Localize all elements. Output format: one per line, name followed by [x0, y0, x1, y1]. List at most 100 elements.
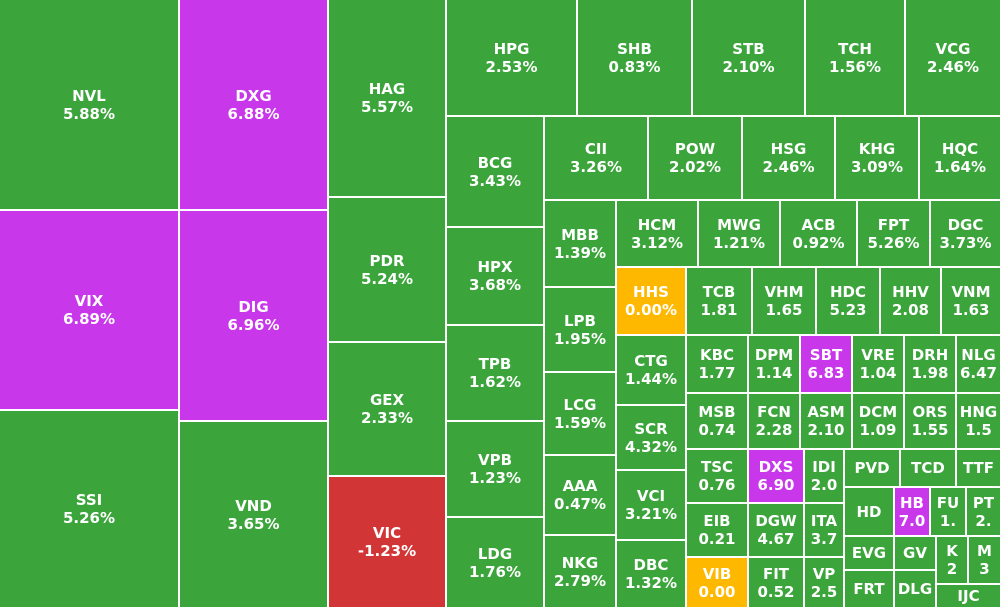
ticker: IDI — [812, 458, 836, 476]
change: 2.10 — [807, 421, 845, 439]
ticker: VIX — [74, 292, 104, 310]
change: 1.63 — [952, 301, 990, 319]
stock-cell: SSI 5.26% — [0, 411, 178, 607]
stock-cell: ASM 2.10 — [801, 394, 851, 448]
change: 6.90 — [757, 476, 795, 494]
stock-cell: DRH 1.98 — [905, 336, 955, 392]
ticker: ITA — [810, 512, 838, 530]
change: 6.89% — [62, 310, 116, 328]
stock-cell: HCM 3.12% — [617, 201, 697, 266]
ticker: BCG — [477, 153, 513, 172]
change: 1.64% — [933, 158, 987, 176]
ticker: PT — [972, 493, 995, 512]
ticker: K — [946, 542, 958, 560]
ticker: VNM — [951, 283, 991, 301]
ticker: SHB — [617, 39, 652, 58]
change: 1.95% — [553, 329, 607, 348]
change: 3 — [979, 560, 990, 578]
stock-cell: TCB 1.81 — [687, 268, 751, 334]
stock-cell: VND 3.65% — [180, 422, 327, 607]
stock-cell: IJC — [937, 585, 1000, 607]
change: 2.0 — [810, 476, 838, 494]
ticker: NVL — [72, 86, 106, 105]
ticker: TSC — [700, 458, 734, 476]
stock-cell: VCG 2.46% — [906, 0, 1000, 115]
change: 3.21% — [624, 505, 678, 523]
change: 1.09 — [859, 421, 897, 439]
stock-cell: VRE 1.04 — [853, 336, 903, 392]
change: 0.47% — [553, 495, 607, 513]
stock-cell: ITA 3.7 — [805, 504, 843, 556]
stock-cell: TPB 1.62% — [447, 326, 543, 420]
ticker: FPT — [877, 215, 910, 234]
ticker: ACB — [801, 215, 836, 234]
stock-cell: HDC 5.23 — [817, 268, 879, 334]
ticker: DLG — [897, 580, 933, 598]
stock-cell: TSC 0.76 — [687, 450, 747, 502]
stock-cell: HPX 3.68% — [447, 228, 543, 324]
change: 2 — [946, 560, 958, 578]
change: 1.56% — [828, 57, 882, 76]
change: 5.23 — [829, 301, 867, 319]
stock-cell: FCN 2.28 — [749, 394, 799, 448]
stock-cell: BCG 3.43% — [447, 117, 543, 226]
ticker: HNG — [959, 403, 998, 421]
stock-cell: FRT — [845, 571, 893, 607]
ticker: DCM — [858, 403, 898, 421]
stock-cell: NLG 6.47 — [957, 336, 1000, 392]
stock-cell: ACB 0.92% — [781, 201, 856, 266]
stock-cell: DGC 3.73% — [931, 201, 1000, 266]
ticker: STB — [732, 39, 765, 58]
ticker: ASM — [807, 403, 845, 421]
stock-cell: VCI 3.21% — [617, 471, 685, 539]
stock-cell: MWG 1.21% — [699, 201, 779, 266]
ticker: HB — [900, 493, 924, 512]
stock-cell: TTF — [957, 450, 1000, 486]
change: 4.32% — [624, 437, 678, 456]
ticker: HAG — [368, 80, 406, 98]
ticker: FCN — [757, 403, 791, 421]
change: 1.23% — [468, 469, 522, 487]
ticker: KHG — [858, 140, 896, 158]
ticker: HPG — [493, 39, 530, 58]
change: 1.44% — [624, 370, 678, 388]
change: 1.81 — [700, 301, 738, 319]
ticker: IJC — [957, 587, 980, 605]
stock-cell: LPB 1.95% — [545, 288, 615, 371]
ticker: LDG — [477, 544, 513, 563]
stock-cell: FU 1. — [931, 488, 965, 535]
change: 2.02% — [668, 158, 722, 176]
change: 3.7 — [810, 530, 838, 548]
ticker: EIB — [703, 512, 731, 530]
stock-cell: VIB 0.00 — [687, 558, 747, 607]
stock-cell: HSG 2.46% — [743, 117, 834, 199]
stock-cell: DLG — [895, 571, 935, 607]
ticker: PVD — [854, 459, 890, 477]
ticker: DGC — [947, 215, 984, 234]
ticker: SCR — [634, 419, 668, 438]
stock-cell: HPG 2.53% — [447, 0, 576, 115]
ticker: DBC — [633, 556, 669, 574]
stock-cell: HHV 2.08 — [881, 268, 940, 334]
stock-cell: NVL 5.88% — [0, 0, 178, 209]
ticker: TPB — [478, 355, 512, 373]
ticker: TCD — [911, 459, 945, 477]
stock-cell: PDR 5.24% — [329, 198, 445, 341]
change: 1.5 — [965, 421, 992, 439]
ticker: NKG — [561, 553, 599, 572]
change: 2.46% — [762, 158, 815, 176]
stock-cell: CTG 1.44% — [617, 336, 685, 404]
change: 2. — [975, 511, 992, 530]
ticker: DXS — [758, 458, 794, 476]
stock-cell: FIT 0.52 — [749, 558, 803, 607]
change: 7.0 — [898, 511, 926, 530]
stock-cell: TCH 1.56% — [806, 0, 904, 115]
stock-cell: HAG 5.57% — [329, 0, 445, 196]
ticker: VIC — [372, 524, 402, 542]
stock-cell: HB 7.0 — [895, 488, 929, 535]
ticker: M — [977, 542, 992, 560]
stock-cell: HQC 1.64% — [920, 117, 1000, 199]
